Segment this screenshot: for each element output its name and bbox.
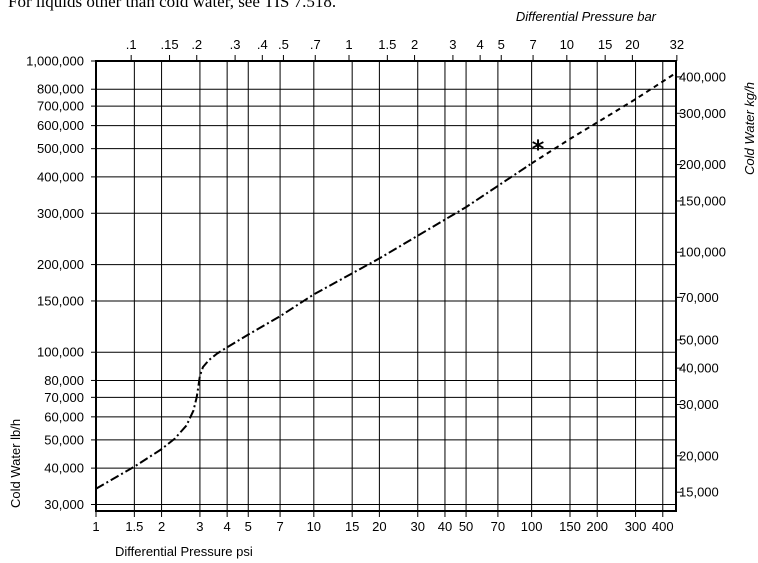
x2-tick-label: .2 [191,37,202,52]
y-tick-label: 200,000 [37,257,84,272]
x-tick-label: 15 [345,519,359,534]
y-tick-label: 100,000 [37,345,84,360]
y-tick-label: 40,000 [44,461,84,476]
x-tick-label: 100 [521,519,543,534]
y2-tick-label: 200,000 [679,157,726,172]
x-tick-label: 10 [307,519,321,534]
x2-tick-label: .1 [126,37,137,52]
x2-tick-label: 4 [477,37,484,52]
y-axis-title: Cold Water lb/h [8,419,23,508]
y-tick-label: 500,000 [37,141,84,156]
plot-frame [95,60,677,512]
x-tick-label: 7 [276,519,283,534]
x-tick-label: 400 [652,519,674,534]
x2-axis-title: Differential Pressure bar [516,9,657,24]
x2-tick-label: .4 [257,37,268,52]
x-tick-label: 300 [625,519,647,534]
x-tick-label: 1 [92,519,99,534]
y-tick-label: 400,000 [37,169,84,184]
y2-tick-label: 70,000 [679,290,719,305]
x2-tick-label: 3 [449,37,456,52]
y2-tick-label: 100,000 [679,245,726,260]
x-tick-label: 200 [586,519,608,534]
y-tick-label: 60,000 [44,409,84,424]
series-line [95,162,533,490]
x2-tick-label: 1 [345,37,352,52]
x2-tick-label: .5 [278,37,289,52]
x2-tick-label: 20 [625,37,639,52]
x2-tick-label: 15 [598,37,612,52]
x-tick-label: 3 [196,519,203,534]
x2-tick-label: 1.5 [378,37,396,52]
x-tick-label: 50 [459,519,473,534]
x-tick-label: 70 [491,519,505,534]
x2-tick-label: 7 [529,37,536,52]
y-tick-label: 80,000 [44,373,84,388]
series-line [531,72,677,165]
x2-tick-label: 32 [670,37,684,52]
x-tick-label: 1.5 [125,519,143,534]
x-tick-label: 150 [559,519,581,534]
y-tick-label: 1,000,000 [26,54,84,69]
x-tick-label: 40 [438,519,452,534]
x2-tick-label: 10 [560,37,574,52]
x-tick-label: 4 [224,519,231,534]
x2-tick-label: .15 [160,37,178,52]
y2-tick-label: 20,000 [679,448,719,463]
y-tick-label: 700,000 [37,99,84,114]
y-tick-label: 300,000 [37,206,84,221]
y-tick-label: 30,000 [44,497,84,512]
x-tick-label: 20 [372,519,386,534]
asterisk-marker: * [532,135,545,163]
y2-axis-title: Cold Water kg/h [742,82,757,175]
x-tick-label: 2 [158,519,165,534]
x-tick-label: 5 [245,519,252,534]
y2-tick-label: 15,000 [679,485,719,500]
x2-tick-label: .7 [310,37,321,52]
y-tick-label: 70,000 [44,390,84,405]
x-tick-label: 30 [411,519,425,534]
y-tick-label: 600,000 [37,118,84,133]
y2-tick-label: 400,000 [679,69,726,84]
y-tick-label: 50,000 [44,432,84,447]
y2-tick-label: 40,000 [679,361,719,376]
y-tick-label: 150,000 [37,293,84,308]
y2-tick-label: 30,000 [679,397,719,412]
y2-tick-label: 50,000 [679,332,719,347]
x2-tick-label: 2 [411,37,418,52]
y2-tick-label: 300,000 [679,106,726,121]
x-axis-title: Differential Pressure psi [115,544,253,559]
x2-tick-label: 5 [498,37,505,52]
y2-tick-label: 150,000 [679,193,726,208]
x2-tick-label: .3 [230,37,241,52]
chart-note: For liquids other than cold water, see T… [8,0,337,11]
y-tick-label: 800,000 [37,82,84,97]
